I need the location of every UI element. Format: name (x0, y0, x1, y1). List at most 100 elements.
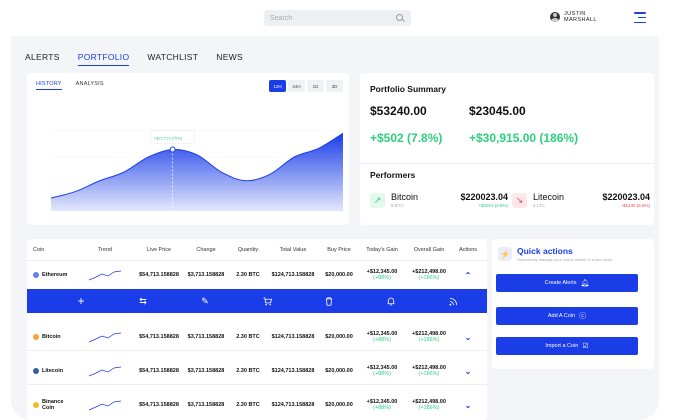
search-icon[interactable] (396, 13, 405, 23)
table-row[interactable]: Ethereum $54,713.158828 $3,713.158828 2.… (27, 261, 487, 289)
quantity: 2.30 BTC (236, 402, 260, 408)
coin-name: Litecoin (42, 368, 64, 374)
sparkline-icon (88, 270, 122, 281)
tab-analysis[interactable]: ANALYSIS (75, 81, 104, 87)
performer-symbol: 4 LTC (533, 203, 545, 208)
quantity: 2.30 BTC (236, 368, 260, 374)
litecoin-icon (33, 368, 39, 374)
sparkline-icon (88, 332, 122, 343)
chevron-down-icon[interactable]: ⌄ (464, 366, 472, 376)
import-coin-label: Import a Coin (545, 343, 579, 349)
tab-watchlist[interactable]: WATCHLIST (147, 52, 199, 62)
range-1d[interactable]: 1D (307, 80, 324, 92)
trend-sparkline (83, 357, 127, 385)
overall-gain-value: +$212,498.00 (412, 364, 446, 371)
buy-price: $20,000.00 (325, 402, 353, 408)
search-box[interactable] (264, 10, 411, 26)
today-gain: +$12,345.00 (+88%) (362, 357, 402, 385)
chart-tabs: HISTORY ANALYSIS (36, 81, 104, 90)
binance-coin-icon (33, 402, 39, 408)
today-gain-pct: (+88%) (373, 405, 391, 411)
live-price: $54,713.158828 (139, 368, 179, 374)
tab-news[interactable]: NEWS (216, 52, 243, 62)
today-gain-pct: (+88%) (373, 275, 391, 281)
coin-icon: ⓒ (579, 313, 587, 320)
arrow-down-right-icon: ↘ (512, 193, 527, 208)
range-12h[interactable]: 12H (269, 80, 286, 92)
overall-gain-pct: (+186%) (418, 337, 440, 343)
chevron-down-icon[interactable]: ⌄ (464, 332, 472, 342)
performer-bitcoin[interactable]: ↗ Bitcoin 5 BTC $220023.04 +$2010 (9.8%) (370, 190, 508, 214)
table-row[interactable]: Binance Coin $54,713.158828 $3,713.15882… (27, 391, 487, 419)
table-row[interactable]: Bitcoin $54,713.158828 $3,713.158828 2.3… (27, 323, 487, 351)
quick-actions-subtitle: Seamlessly manage your crypto wealth in … (517, 257, 613, 262)
chart-line (50, 132, 344, 199)
total-value: $124,713.158828 (271, 402, 315, 408)
cart-icon[interactable] (257, 289, 277, 313)
change: $3,713.158828 (187, 272, 225, 278)
table-row[interactable]: Litecoin $54,713.158828 $3,713.158828 2.… (27, 357, 487, 385)
holdings-table: Coin Trend Live Price Change Quantity To… (27, 239, 487, 420)
menu-line (634, 12, 646, 14)
transfer-icon[interactable]: ⇆ (139, 295, 147, 306)
avatar[interactable] (550, 12, 560, 22)
chevron-down-icon[interactable]: ⌄ (464, 400, 472, 410)
trash-icon[interactable] (319, 289, 339, 313)
quantity: 2.30 BTC (236, 272, 260, 278)
menu-line (638, 16, 646, 19)
tab-alerts[interactable]: ALERTS (25, 52, 60, 62)
overall-gain: +$212,498.00 (+186%) (407, 357, 451, 385)
chevron-up-icon[interactable]: ⌃ (464, 270, 472, 280)
bell-icon[interactable] (381, 289, 401, 313)
plus-icon[interactable]: + (77, 294, 85, 308)
range-24h[interactable]: 24H (288, 80, 305, 92)
overall-gain: +$212,498.00 (+186%) (407, 261, 451, 289)
overall-gain-pct: (+186%) (418, 275, 440, 281)
performer-value: $220023.04 (602, 192, 650, 202)
performer-name: Litecoin (533, 192, 565, 202)
col-actions: Actions (458, 247, 478, 253)
performer-symbol: 5 BTC (391, 203, 404, 208)
hover-point[interactable] (169, 146, 176, 153)
performer-change: +$2010 (9.8%) (478, 203, 508, 208)
history-chart-card: HISTORY ANALYSIS 12H 24H 1D 3D +$22,7 (27, 73, 349, 225)
tab-portfolio[interactable]: PORTFOLIO (77, 52, 130, 66)
range-3d[interactable]: 3D (326, 80, 343, 92)
buy-price: $20,000.00 (325, 334, 353, 340)
user-profile[interactable]: JUSTIN MARSHALL (550, 11, 604, 23)
lightning-icon: ⚡ (498, 247, 512, 261)
coin-cell: Bitcoin (33, 323, 83, 351)
col-change: Change (196, 247, 216, 253)
time-range-selector: 12H 24H 1D 3D (269, 80, 343, 92)
user-first-name: JUSTIN (564, 11, 586, 17)
overall-gain-value: +$212,498.00 (412, 330, 446, 337)
overall-gain-pct: (+186%) (418, 371, 440, 377)
today-gain-value: +$12,345.00 (366, 268, 398, 275)
tab-history[interactable]: HISTORY (36, 81, 62, 90)
overall-gain: +$212,498.00 (+186%) (407, 323, 451, 351)
today-gain-pct: (+88%) (373, 337, 391, 343)
import-icon: ☑ (582, 343, 589, 350)
feed-icon[interactable] (443, 289, 463, 313)
live-price: $54,713.158828 (139, 272, 179, 278)
quick-actions-card: ⚡ Quick actions Seamlessly manage your c… (492, 239, 654, 369)
chart-tooltip: +$22,713 (75%) (150, 130, 195, 144)
add-coin-button[interactable]: Add A Coin ⓒ (496, 307, 638, 325)
today-gain: +$12,345.00 (+88%) (362, 261, 402, 289)
hamburger-menu-icon[interactable] (634, 12, 646, 23)
portfolio-summary-card: Portfolio Summary $53240.00 $23045.00 +$… (360, 73, 654, 225)
search-input[interactable] (270, 14, 380, 22)
col-today-gain: Today's Gain (366, 247, 398, 253)
summary-value-2: $23045.00 (469, 104, 526, 118)
today-gain-pct: (+88%) (373, 371, 391, 377)
live-price: $54,713.158828 (139, 334, 179, 340)
trend-sparkline (83, 323, 127, 351)
summary-value-1: $53240.00 (370, 104, 427, 118)
performer-litecoin[interactable]: ↘ Litecoin 4 LTC $220023.04 -$1240 (6.8%… (512, 190, 650, 214)
today-gain: +$12,345.00 (+88%) (362, 323, 402, 351)
edit-icon[interactable]: ✎ (201, 295, 209, 306)
create-alerts-button[interactable]: Create Alerts 🔔︎ (496, 274, 638, 292)
tooltip-value: +$22,713 (75%) (154, 135, 183, 140)
sparkline-icon (88, 400, 122, 411)
import-coin-button[interactable]: Import a Coin ☑ (496, 337, 638, 355)
